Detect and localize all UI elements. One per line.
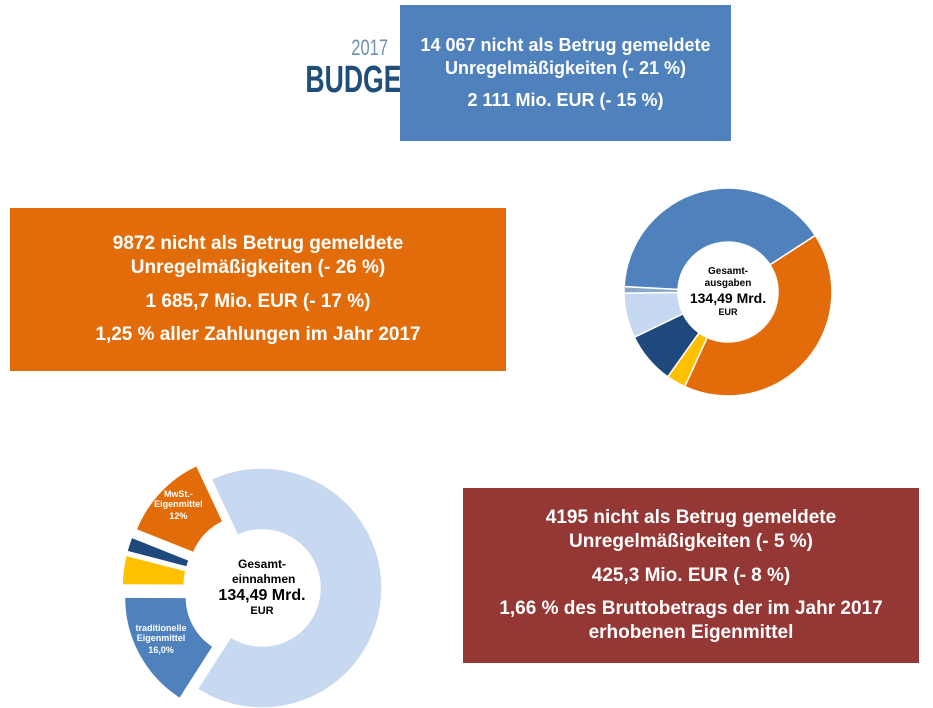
- donut-segment: [125, 536, 191, 569]
- center-text: EUR: [718, 307, 738, 317]
- box-line: 1 685,7 Mio. EUR (- 17 %): [145, 290, 371, 312]
- logo-word: BUDGET: [305, 59, 418, 101]
- donut-segment: [123, 596, 215, 700]
- donut-center: Gesamt-ausgaben 134,49 Mrd. EUR: [683, 262, 773, 322]
- donut-segment: [683, 234, 833, 397]
- box-line: 425,3 Mio. EUR (- 8 %): [591, 564, 791, 586]
- donut-segment: [623, 187, 817, 291]
- box-line: 1,25 % aller Zahlungen im Jahr 2017: [95, 324, 421, 346]
- segment-label: MwSt.-Eigenmittel: [154, 488, 203, 510]
- box-line: 9872 nicht als Betrug gemeldete Unregelm…: [112, 233, 404, 278]
- logo-year: 2017: [351, 35, 388, 60]
- donut-segment: [121, 554, 187, 586]
- orange-box: 9872 nicht als Betrug gemeldete Unregelm…: [10, 208, 506, 371]
- segment-value-label: 12%: [169, 510, 188, 521]
- blue-box: 14 067 nicht als Betrug gemeldete Unrege…: [400, 5, 731, 141]
- center-text: Gesamt-einnahmen: [232, 557, 296, 586]
- red-box: 4195 nicht als Betrug gemeldete Unregelm…: [463, 488, 919, 663]
- box-line: 1,66 % des Bruttobetrags der im Jahr 201…: [499, 598, 883, 644]
- segment-value-label: 16,0%: [148, 645, 174, 656]
- donut-segment: [135, 464, 224, 554]
- donut-center: Gesamt-einnahmen 134,49 Mrd. EUR: [217, 557, 307, 618]
- box-line: 2 111 Mio. EUR (- 15 %): [467, 90, 664, 111]
- center-text: 134,49 Mrd.: [689, 290, 767, 307]
- box-line: 14 067 nicht als Betrug gemeldete Unrege…: [420, 35, 711, 78]
- box-line: 4195 nicht als Betrug gemeldete Unregelm…: [545, 507, 837, 552]
- logo: 2017 BUDGET: [270, 35, 418, 101]
- center-text: 134,49 Mrd.: [218, 587, 306, 605]
- center-text: EUR: [250, 605, 274, 618]
- segment-label: traditionelle Eigenmittel: [135, 623, 187, 644]
- center-text: Gesamt-ausgaben: [704, 266, 752, 290]
